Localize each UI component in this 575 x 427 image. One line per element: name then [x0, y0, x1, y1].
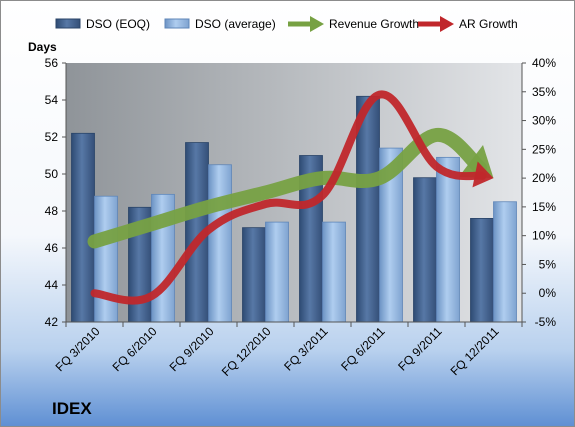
y-axis-ticks: 42 44 46 48 50 52 54 56 — [45, 56, 66, 329]
y2-tick-label: 25% — [532, 142, 556, 156]
y-tick-label: 56 — [45, 56, 59, 70]
y2-tick-label: -5% — [535, 315, 557, 329]
bar-dso-average — [436, 156, 460, 323]
y-tick-label: 42 — [45, 315, 59, 329]
y-tick-label: 48 — [45, 204, 59, 218]
y2-tick-label: 15% — [532, 200, 556, 214]
legend-arrow-icon — [440, 16, 454, 32]
arrowhead-ar-growth — [472, 161, 494, 188]
legend-swatch — [55, 18, 81, 29]
lines-layer — [87, 90, 494, 305]
y-tick-label: 54 — [45, 93, 59, 107]
line-ar-growth — [90, 90, 487, 305]
y2-axis-ticks: -5% 0% 5% 10% 15% 20% 25% 30% 35% 40% — [522, 56, 556, 329]
y-axis-label: Days — [28, 40, 57, 54]
y-tick-label: 50 — [45, 167, 59, 181]
bar-dso-average — [322, 221, 346, 323]
y2-tick-label: 20% — [532, 171, 556, 185]
y-tick-label: 46 — [45, 241, 59, 255]
y2-tick-label: 10% — [532, 229, 556, 243]
y2-tick-label: 0% — [539, 286, 557, 300]
brand-label: IDEX — [52, 399, 92, 418]
line-revenue-growth — [87, 127, 487, 249]
y2-tick-label: 30% — [532, 114, 556, 128]
bar-dso-eoq — [413, 177, 437, 323]
bar-dso-eoq — [356, 95, 380, 323]
bar-dso-average — [94, 195, 118, 323]
legend-label: DSO (EOQ) — [86, 17, 150, 31]
legend-label: DSO (average) — [195, 17, 276, 31]
bar-dso-eoq — [242, 227, 266, 323]
legend-swatch — [164, 18, 190, 29]
legend-arrow-icon — [310, 16, 324, 32]
bars-layer — [71, 95, 517, 323]
legend: DSO (EOQ) DSO (average) Revenue Growth AR G… — [55, 16, 518, 32]
y2-tick-label: 40% — [532, 56, 556, 70]
legend-label: Revenue Growth — [329, 17, 419, 31]
bar-dso-average — [265, 221, 289, 323]
y2-tick-label: 5% — [539, 257, 557, 271]
y-tick-label: 44 — [45, 278, 59, 292]
bar-dso-average — [493, 201, 517, 323]
y-tick-label: 52 — [45, 130, 59, 144]
y2-tick-label: 35% — [532, 85, 556, 99]
legend-label: AR Growth — [459, 17, 518, 31]
bar-dso-average — [208, 164, 232, 323]
bar-dso-eoq — [470, 217, 494, 323]
